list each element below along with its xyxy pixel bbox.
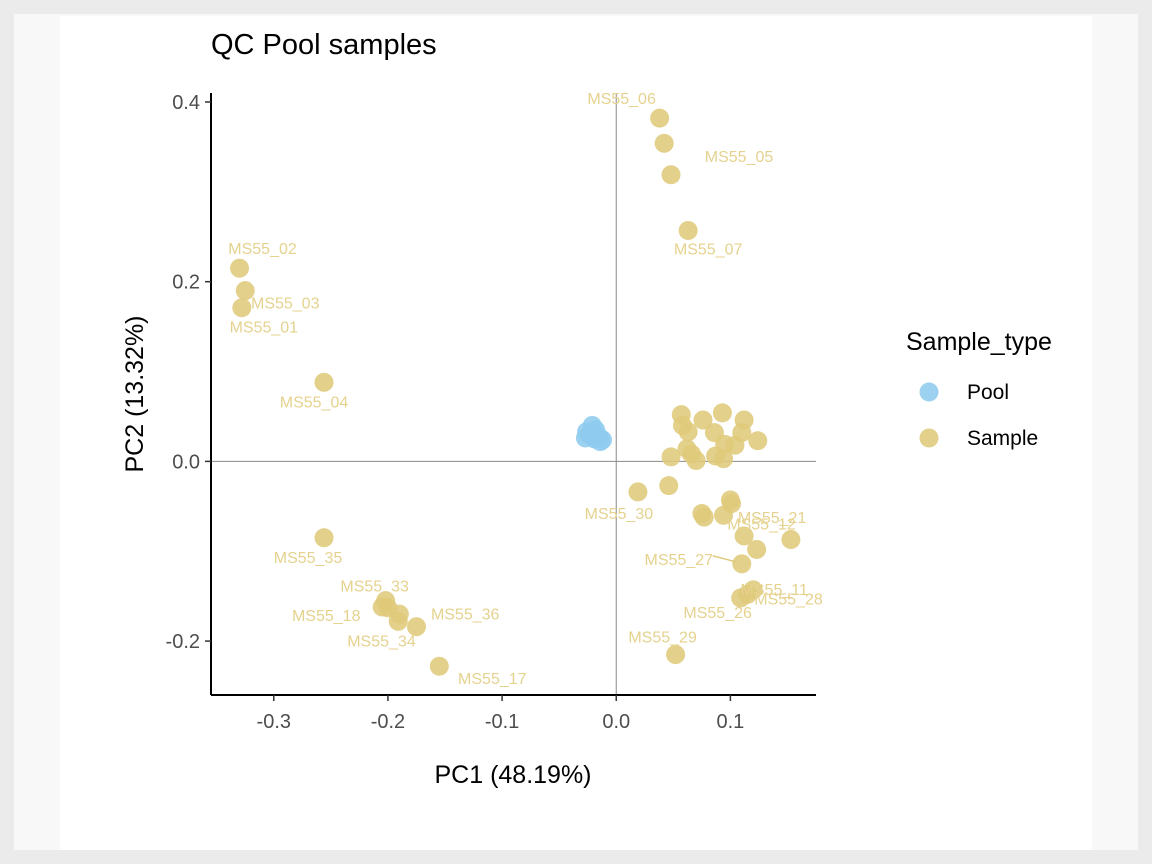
sample-point: [429, 656, 449, 676]
point-label: MS55_07: [674, 241, 743, 258]
y-tick-label: 0.0: [172, 451, 200, 473]
legend-label: Sample: [967, 427, 1038, 450]
sample-point: [659, 476, 679, 496]
point-label: MS55_01: [230, 320, 299, 337]
sample-point: [732, 554, 752, 574]
legend-swatch: [919, 382, 939, 402]
point-label: MS55_26: [683, 605, 752, 622]
y-axis-label: PC2 (13.32%): [121, 315, 149, 472]
sample-point: [406, 617, 426, 637]
sample-point: [714, 505, 734, 525]
sample-point: [712, 403, 732, 423]
sample-point: [725, 435, 745, 455]
point-label: MS55_11: [741, 582, 808, 599]
sample-point: [628, 482, 648, 502]
y-tick-label: -0.2: [166, 631, 200, 653]
legend-title: Sample_type: [906, 328, 1052, 356]
point-label: MS55_02: [228, 241, 297, 258]
sample-point: [678, 422, 698, 442]
point-labels: MS55_06 MS55_05 MS55_07 MS55_02 MS55_03 MS55_…: [228, 91, 823, 688]
x-tick-label: -0.2: [371, 711, 405, 733]
sample-point: [714, 449, 734, 469]
sample-point: [661, 447, 681, 467]
data-points: [230, 108, 801, 676]
point-label: MS55_27: [645, 552, 714, 569]
sample-point: [314, 372, 334, 392]
point-label: MS55_29: [628, 630, 697, 647]
x-tick-label: 0.1: [716, 711, 744, 733]
point-label: MS55_12: [727, 516, 796, 533]
y-tick-label: 0.2: [172, 272, 200, 294]
sample-point: [388, 611, 408, 631]
legend: Sample_type Pool Sample: [906, 328, 1052, 450]
sample-point: [693, 410, 713, 430]
pool-point: [582, 424, 602, 444]
sample-point: [650, 108, 670, 128]
sample-point: [235, 281, 255, 301]
x-tick-label: -0.3: [257, 711, 291, 733]
x-axis-label: PC1 (48.19%): [434, 761, 591, 789]
sample-point: [686, 450, 706, 470]
y-tick-label: 0.4: [172, 92, 200, 114]
sample-point: [230, 258, 250, 278]
sample-point: [731, 588, 751, 608]
point-label: MS55_04: [280, 394, 349, 411]
legend-label: Pool: [967, 381, 1009, 404]
legend-swatch: [919, 428, 939, 448]
point-label: MS55_35: [274, 550, 343, 567]
sample-point: [654, 133, 674, 153]
sample-point: [661, 165, 681, 185]
sample-point: [694, 507, 714, 527]
point-label: MS55_03: [251, 296, 320, 313]
sample-point: [678, 220, 698, 240]
x-axis-ticks: -0.3 -0.2 -0.1 0.0 0.1: [257, 695, 744, 733]
sample-point: [378, 598, 398, 618]
plot-panel: [60, 16, 1092, 850]
sample-point: [747, 539, 767, 559]
point-label: MS55_17: [458, 671, 527, 688]
sample-point: [666, 645, 686, 665]
y-axis-ticks: -0.2 0.0 0.2 0.4: [166, 92, 211, 653]
point-label: MS55_33: [340, 579, 409, 596]
label-leader-line: [712, 555, 736, 563]
point-label: MS55_34: [347, 634, 416, 651]
point-label: MS55_36: [431, 606, 500, 623]
legend-entries: Pool Sample: [919, 381, 1038, 450]
point-label: MS55_06: [587, 91, 656, 108]
x-tick-label: 0.0: [602, 711, 630, 733]
chart-title: QC Pool samples: [211, 29, 437, 61]
sample-point: [781, 530, 801, 550]
point-label: MS55_18: [292, 608, 361, 625]
sample-point: [314, 528, 334, 548]
point-label: MS55_30: [585, 506, 654, 523]
point-label: MS55_28: [754, 591, 823, 608]
sample-point: [748, 431, 768, 451]
point-label: MS55_21: [738, 510, 807, 527]
sample-point: [734, 526, 754, 546]
point-label: MS55_05: [705, 149, 774, 166]
x-tick-label: -0.1: [485, 711, 519, 733]
sample-point: [232, 298, 252, 318]
